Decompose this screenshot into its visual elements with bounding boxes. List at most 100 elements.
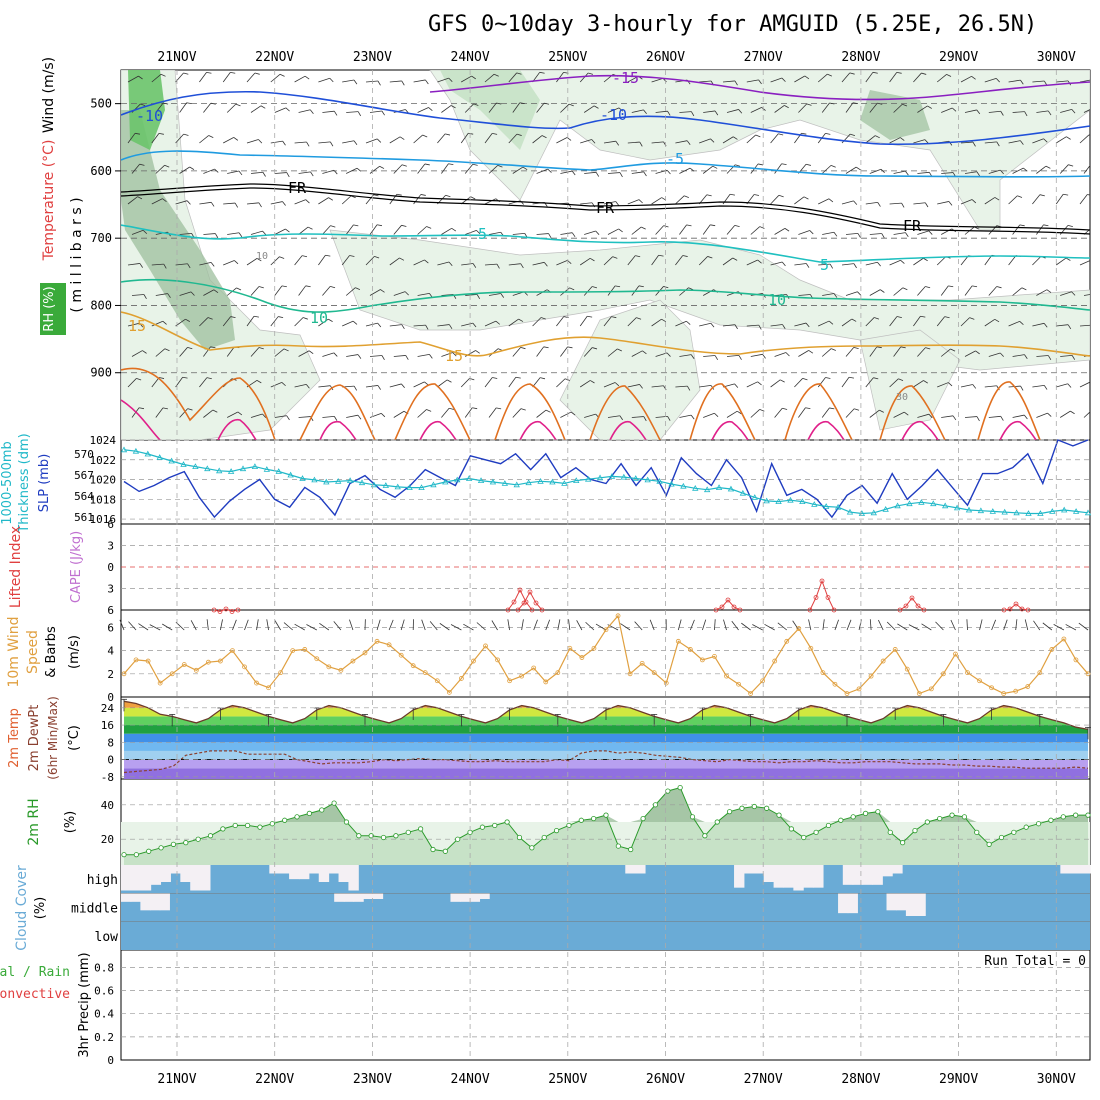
cloud-high-cell: [1080, 865, 1091, 874]
wind-barb-flag: [475, 350, 480, 354]
wind-barb-flag: [875, 135, 880, 139]
wind-barb: [865, 377, 874, 388]
wind-barb: [750, 409, 760, 418]
wind-barb-flag: [782, 324, 786, 329]
wind-barb-flag: [399, 257, 405, 261]
date-axis-bottom: 21NOV 22NOV 23NOV 24NOV 25NOV 26NOV 27NOV 28NOV…: [157, 1072, 1076, 1087]
wind-barb: [917, 286, 926, 296]
thickness-marker: [1072, 508, 1080, 514]
wind-barb: [798, 407, 806, 418]
wind-barb: [488, 407, 497, 418]
rh-marker: [677, 784, 683, 791]
wind-barb-flag: [784, 105, 789, 109]
wind-barb: [1032, 384, 1045, 388]
wind-barb: [274, 228, 286, 235]
cloud-middle-cell: [140, 893, 151, 911]
wind-barb-flag: [253, 315, 259, 318]
wind-barb: [679, 224, 687, 235]
wind10-marker: [627, 671, 633, 677]
wind-barb-flag: [995, 78, 1000, 83]
rh-marker: [257, 824, 263, 830]
wind-barb-flag: [801, 132, 807, 135]
wind-barb-flag: [905, 232, 909, 237]
li-marker: [521, 600, 527, 606]
wind-barb: [889, 137, 901, 144]
wind-barb-flag: [781, 77, 786, 82]
cloud-high-cell: [289, 865, 300, 880]
wind10-marker: [205, 659, 211, 665]
wind-barb: [464, 103, 474, 113]
date-top-label: 29NOV: [939, 50, 978, 65]
date-bottom-label: 28NOV: [841, 1072, 880, 1087]
cloud-cover-panel: high middle low Cloud Cover (%): [14, 865, 1091, 951]
wind-barb-flag: [1043, 323, 1048, 328]
wind-barb-flag: [206, 377, 212, 380]
wind-barb: [437, 77, 449, 83]
wind10-marker: [495, 657, 500, 663]
wind-barb-flag: [353, 385, 358, 391]
wind-barb-flag: [1093, 227, 1098, 229]
rh-marker: [764, 805, 770, 811]
wind-barb-flag: [544, 102, 550, 105]
wind-barb: [869, 168, 882, 174]
wind-barb: [889, 316, 898, 327]
wind-barb: [869, 409, 880, 418]
wind-barb-flag: [1045, 165, 1051, 169]
wind-barb: [179, 232, 192, 235]
wind-barb: [865, 317, 875, 327]
wind-barb-flag: [1070, 410, 1075, 415]
contour-label: FR: [596, 199, 615, 217]
wind-barb: [750, 353, 763, 357]
thickness-marker: [394, 483, 401, 490]
cloud-high-cell: [1060, 865, 1071, 874]
wind-barb: [345, 224, 354, 235]
wind-barb: [175, 200, 188, 205]
wind-barb: [794, 75, 805, 83]
wind-barb: [889, 259, 901, 266]
wind-barb: [369, 289, 381, 296]
wind-barb-flag: [571, 170, 576, 176]
wind-barb: [369, 412, 382, 418]
wind-barb: [250, 347, 260, 357]
rh-marker: [1035, 821, 1042, 827]
wind-barb: [199, 135, 209, 144]
wind-barb: [250, 171, 263, 174]
cloud-high-cell: [318, 865, 330, 882]
wind-barb-flag: [1071, 291, 1076, 296]
wind10-barb: [777, 622, 788, 631]
wind-barb-flag: [1024, 414, 1028, 420]
wind-barb-flag: [1095, 107, 1099, 110]
thickness-marker: [787, 496, 794, 503]
wind-barb: [1055, 257, 1067, 266]
wind-barb-flag: [183, 133, 189, 136]
wind-barb: [155, 102, 164, 113]
wind-barb-flag: [401, 164, 407, 167]
rh-marker: [529, 845, 535, 851]
wind-barb: [294, 199, 306, 205]
wind-barb: [984, 141, 997, 144]
wind-barb-flag: [210, 346, 216, 349]
wind-barb: [889, 378, 899, 388]
wind10-marker: [121, 671, 127, 677]
wind-barb-flag: [164, 164, 170, 168]
wind-barb-flag: [809, 230, 814, 235]
wind-barb-flag: [1020, 140, 1024, 145]
wind-barb: [699, 385, 712, 388]
wind-barb-flag: [1096, 294, 1099, 298]
wind-barb-flag: [1068, 164, 1074, 167]
wind-barb-flag: [690, 414, 695, 420]
wind-barb: [250, 286, 260, 296]
wind-barb-flag: [262, 230, 267, 236]
wind-barb-flag: [357, 354, 362, 359]
wind-barb-flag: [1091, 260, 1095, 263]
wind10-marker: [1049, 647, 1055, 652]
wind-barb-flag: [778, 194, 784, 198]
thickness-marker: [596, 474, 604, 481]
wind-barb: [917, 105, 928, 113]
wind-barb-flag: [762, 354, 766, 359]
wind-barb-flag: [808, 350, 814, 354]
wind10-marker: [712, 654, 717, 659]
cloud-middle-cell: [334, 893, 345, 902]
wind-barb: [270, 73, 281, 83]
wind-barb: [369, 355, 382, 357]
